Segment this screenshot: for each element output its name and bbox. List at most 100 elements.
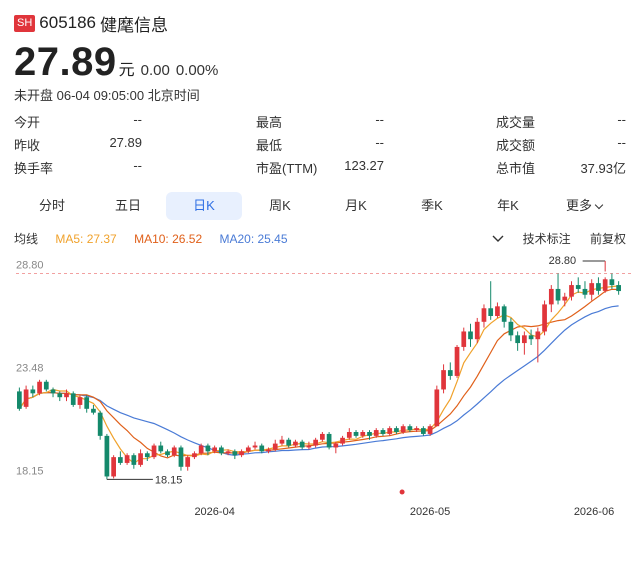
candle-body: [192, 453, 197, 458]
stat-turnover: 成交额 --: [496, 135, 626, 153]
candle-body: [239, 451, 244, 456]
candle-body: [259, 445, 265, 452]
kline-chart[interactable]: 28.80 23.48 18.15 28.80 18.15 2026-04 2026-05 2…: [0, 250, 638, 530]
candle-body: [70, 393, 76, 405]
tab-quarterly-k[interactable]: 季K: [421, 198, 443, 213]
stat-prev-close: 昨收 27.89: [14, 135, 142, 153]
candle-body: [427, 426, 433, 434]
candle-body: [501, 306, 507, 322]
candle-body: [468, 331, 473, 340]
tab-weekly-k[interactable]: 周K: [269, 198, 291, 213]
candle-body: [407, 426, 413, 431]
candle-body: [340, 437, 345, 444]
candle-body: [306, 445, 312, 448]
candle-body: [380, 430, 386, 434]
price-unit: 元: [118, 62, 135, 79]
candle-body: [353, 432, 359, 436]
low-price-label: 18.15: [155, 474, 183, 486]
candle-body: [165, 451, 170, 456]
tab-five-day[interactable]: 五日: [114, 198, 141, 213]
chevron-down-icon: [594, 200, 604, 210]
candle-body: [548, 288, 554, 305]
candle-body: [225, 451, 231, 454]
ma5-value: MA5: 27.37: [55, 232, 117, 246]
candle-body: [569, 285, 574, 297]
candle-body: [488, 308, 494, 316]
candle-body: [84, 397, 90, 409]
current-price: 27.89: [14, 40, 117, 84]
candle-body: [414, 428, 419, 431]
tab-yearly-k[interactable]: 年K: [497, 198, 519, 213]
candle-body: [320, 433, 325, 440]
candle-body: [272, 443, 278, 450]
candle-body: [30, 389, 36, 394]
tab-intraday[interactable]: 分时: [38, 198, 65, 213]
market-status: 未开盘 06-04 09:05:00 北京时间: [14, 88, 200, 103]
candle-body: [144, 453, 150, 458]
candle-body: [562, 296, 568, 301]
candle-body: [495, 306, 500, 316]
candle-body: [17, 391, 22, 409]
ma10-line: [18, 288, 619, 459]
candle-body: [555, 288, 561, 301]
ma-legend: 均线 MA5: 27.37 MA10: 26.52 MA20: 25.45 技术…: [14, 230, 626, 246]
candle-body: [400, 426, 406, 432]
candle-body: [542, 304, 547, 332]
candle-body: [582, 288, 588, 295]
stock-header: SH 605186 健麾信息: [14, 10, 168, 36]
stats-row: 今开 -- 最高 -- 成交量 --: [14, 112, 626, 135]
stat-volume: 成交量 --: [496, 112, 626, 130]
candle-body: [91, 408, 96, 413]
tab-more[interactable]: 更多: [546, 192, 622, 220]
candle-body: [77, 397, 83, 405]
candle-body: [266, 449, 271, 452]
candle-body: [454, 346, 460, 376]
candle-body: [205, 445, 211, 452]
candle-body: [293, 441, 298, 446]
x-tick-label: 2026-04: [194, 506, 234, 518]
candle-body: [286, 439, 292, 446]
candle-body: [602, 279, 608, 291]
candle-body: [387, 428, 393, 434]
tab-daily-k[interactable]: 日K: [166, 192, 242, 220]
candle-body: [589, 283, 595, 295]
candle-body: [185, 457, 191, 467]
tab-monthly-k[interactable]: 月K: [345, 198, 367, 213]
indicator-button[interactable]: 技术标注: [492, 230, 571, 247]
y-tick-label: 23.48: [16, 362, 44, 374]
candle-body: [326, 433, 332, 448]
candle-body: [441, 370, 446, 390]
candle-body: [360, 432, 366, 436]
stats-row: 昨收 27.89 最低 -- 成交额 --: [14, 135, 626, 158]
candle-body: [111, 457, 116, 477]
candle-body: [151, 445, 157, 458]
candle-body: [528, 335, 534, 340]
price-change-pct: 0.00%: [175, 62, 219, 79]
candle-body: [367, 432, 372, 436]
market-badge: SH: [14, 14, 36, 32]
candle-body: [178, 447, 184, 467]
candle-body: [522, 335, 527, 344]
y-tick-label: 18.15: [16, 465, 44, 477]
candle-body: [43, 381, 49, 390]
stock-code: 605186: [39, 13, 97, 32]
candle-body: [219, 447, 224, 454]
candle-body: [474, 321, 480, 340]
stat-open: 今开 --: [14, 112, 142, 130]
stats-grid: 今开 -- 最高 -- 成交量 -- 昨收 27.89 最低 -- 成交额 -- 换手率 --…: [14, 112, 626, 181]
stat-market-cap: 总市值 37.93亿: [496, 161, 626, 176]
candle-body: [461, 331, 467, 347]
stat-turnover-rate: 换手率 --: [14, 158, 142, 176]
y-tick-label: 28.80: [16, 259, 44, 271]
stats-row: 换手率 -- 市盈(TTM) 123.27 总市值 37.93亿: [14, 158, 626, 181]
candle-body: [481, 308, 487, 322]
candle-body: [447, 370, 453, 376]
candle-body: [609, 279, 615, 286]
adjust-button[interactable]: 前复权: [589, 232, 626, 246]
candle-body: [421, 428, 426, 434]
candle-body: [616, 285, 621, 292]
candle-body: [23, 389, 29, 407]
stat-high: 最高 --: [256, 112, 384, 130]
candle-body: [138, 453, 143, 465]
stat-pe-ttm: 市盈(TTM) 123.27: [256, 158, 384, 176]
